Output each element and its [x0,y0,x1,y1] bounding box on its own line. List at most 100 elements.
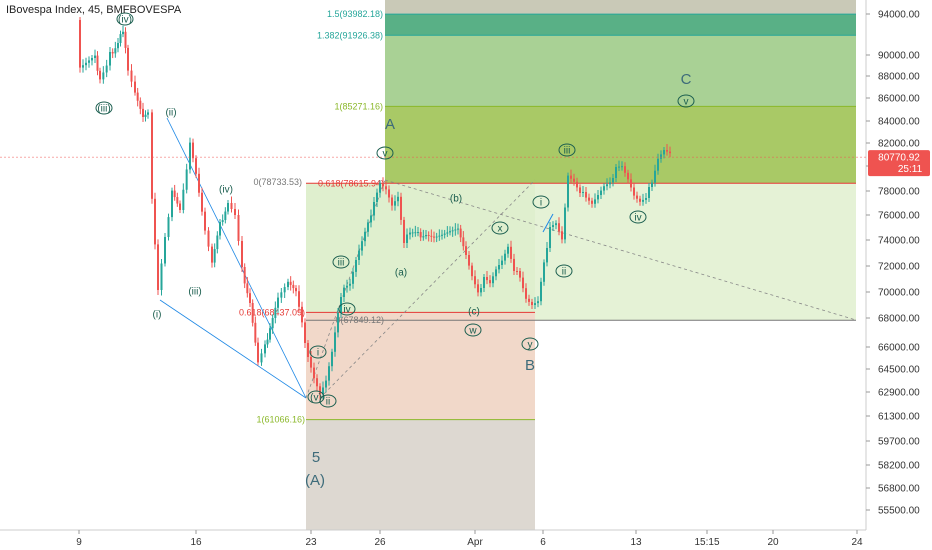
candle-body [576,181,578,188]
candle-body [117,43,119,49]
wave-label-16: (b) [450,194,462,205]
candle-body [651,182,653,187]
y-tick-label-17: 59700.00 [878,437,920,448]
candle-body [154,198,156,245]
x-tick-label-2: 23 [305,537,317,548]
candle-body [585,192,587,198]
wave-label-10: ii [326,397,330,408]
candle-body [219,222,221,236]
x-tick-label-5: 6 [540,537,546,548]
candle-body [151,112,153,199]
y-tick-label-5: 82000.00 [878,139,920,150]
candle-body [207,230,210,247]
candle-body [519,271,521,278]
x-tick-label-0: 9 [76,537,82,548]
y-tick-label-19: 56800.00 [878,484,920,495]
dashed-line-b [384,179,857,321]
fib-upper-label-2: 1(85271.16) [334,101,383,111]
y-tick-label-10: 72000.00 [878,262,920,273]
y-tick-label-14: 64500.00 [878,365,920,376]
candle-body [465,246,467,255]
candle-body [201,192,203,212]
candle-body [630,179,632,188]
wave-label-2: (ii) [165,108,176,119]
candle-body [669,151,671,154]
candle-body [230,203,233,209]
candle-body [618,166,620,168]
candle-body [114,48,117,54]
wave-circle-11 [332,255,350,269]
candle-body [430,235,433,237]
fib-upper-label-1: 1.382(91926.38) [317,30,383,40]
candle-body [310,357,312,368]
wave-label-8: (A) [305,472,325,489]
candle-body [254,322,257,343]
candle-body [534,303,536,305]
candle-body [307,343,309,357]
candle-body [370,215,372,223]
candle-body [189,142,191,170]
candle-body [449,231,451,233]
wave-label-12: iv [343,305,350,316]
candle-body [657,158,659,171]
wave-label-24: iii [564,146,571,157]
candle-body [555,223,557,226]
candle-body [394,201,396,206]
candle-body [301,306,303,323]
candle-body [639,198,641,202]
candle-body [627,172,629,180]
candle-body [216,235,219,250]
candle-body [615,167,617,178]
candle-body [540,281,542,302]
wave-circle-26 [677,94,695,108]
y-tick-label-3: 86000.00 [878,94,920,105]
wave-label-18: w [468,326,477,337]
y-tick-label-9: 74000.00 [878,236,920,247]
wave-circle-18 [464,323,482,337]
candle-body [382,183,384,187]
candle-body [102,72,105,80]
candle-body [358,250,360,260]
candle-body [603,186,605,191]
candle-body [648,187,650,198]
candle-body [510,246,512,259]
candle-body [224,211,227,221]
candle-body [373,202,375,216]
candle-body [516,271,518,272]
candle-body [79,20,81,68]
candle-body [513,258,515,271]
candle-body [612,178,614,183]
x-tick-label-9: 24 [851,537,863,548]
candle-body [522,277,524,289]
candle-body [211,246,213,263]
candle-body [313,367,315,379]
candle-body [385,186,387,190]
candle-body [525,288,527,299]
candle-body [552,225,554,227]
wave-label-7: 5 [312,449,320,466]
fib-zone-mid [385,106,856,184]
candle-body [264,344,266,354]
candle-body [274,307,277,318]
candle-body [642,199,644,202]
candle-body [325,380,327,388]
candle-body [130,70,133,82]
candle-body [144,114,147,117]
candle-body [391,197,393,206]
candle-body [316,378,318,387]
candle-body [298,291,300,307]
candle-body [543,262,545,282]
trend-line-upper [166,117,307,399]
candle-body [427,235,430,236]
candle-body [251,303,254,323]
y-tick-label-16: 61300.00 [878,412,920,423]
candle-body [624,166,626,173]
candle-body [331,351,333,367]
candle-body [367,222,369,232]
candle-body [346,285,348,288]
candle-body [292,284,295,289]
candle-body [537,301,539,304]
candle-body [621,166,623,168]
